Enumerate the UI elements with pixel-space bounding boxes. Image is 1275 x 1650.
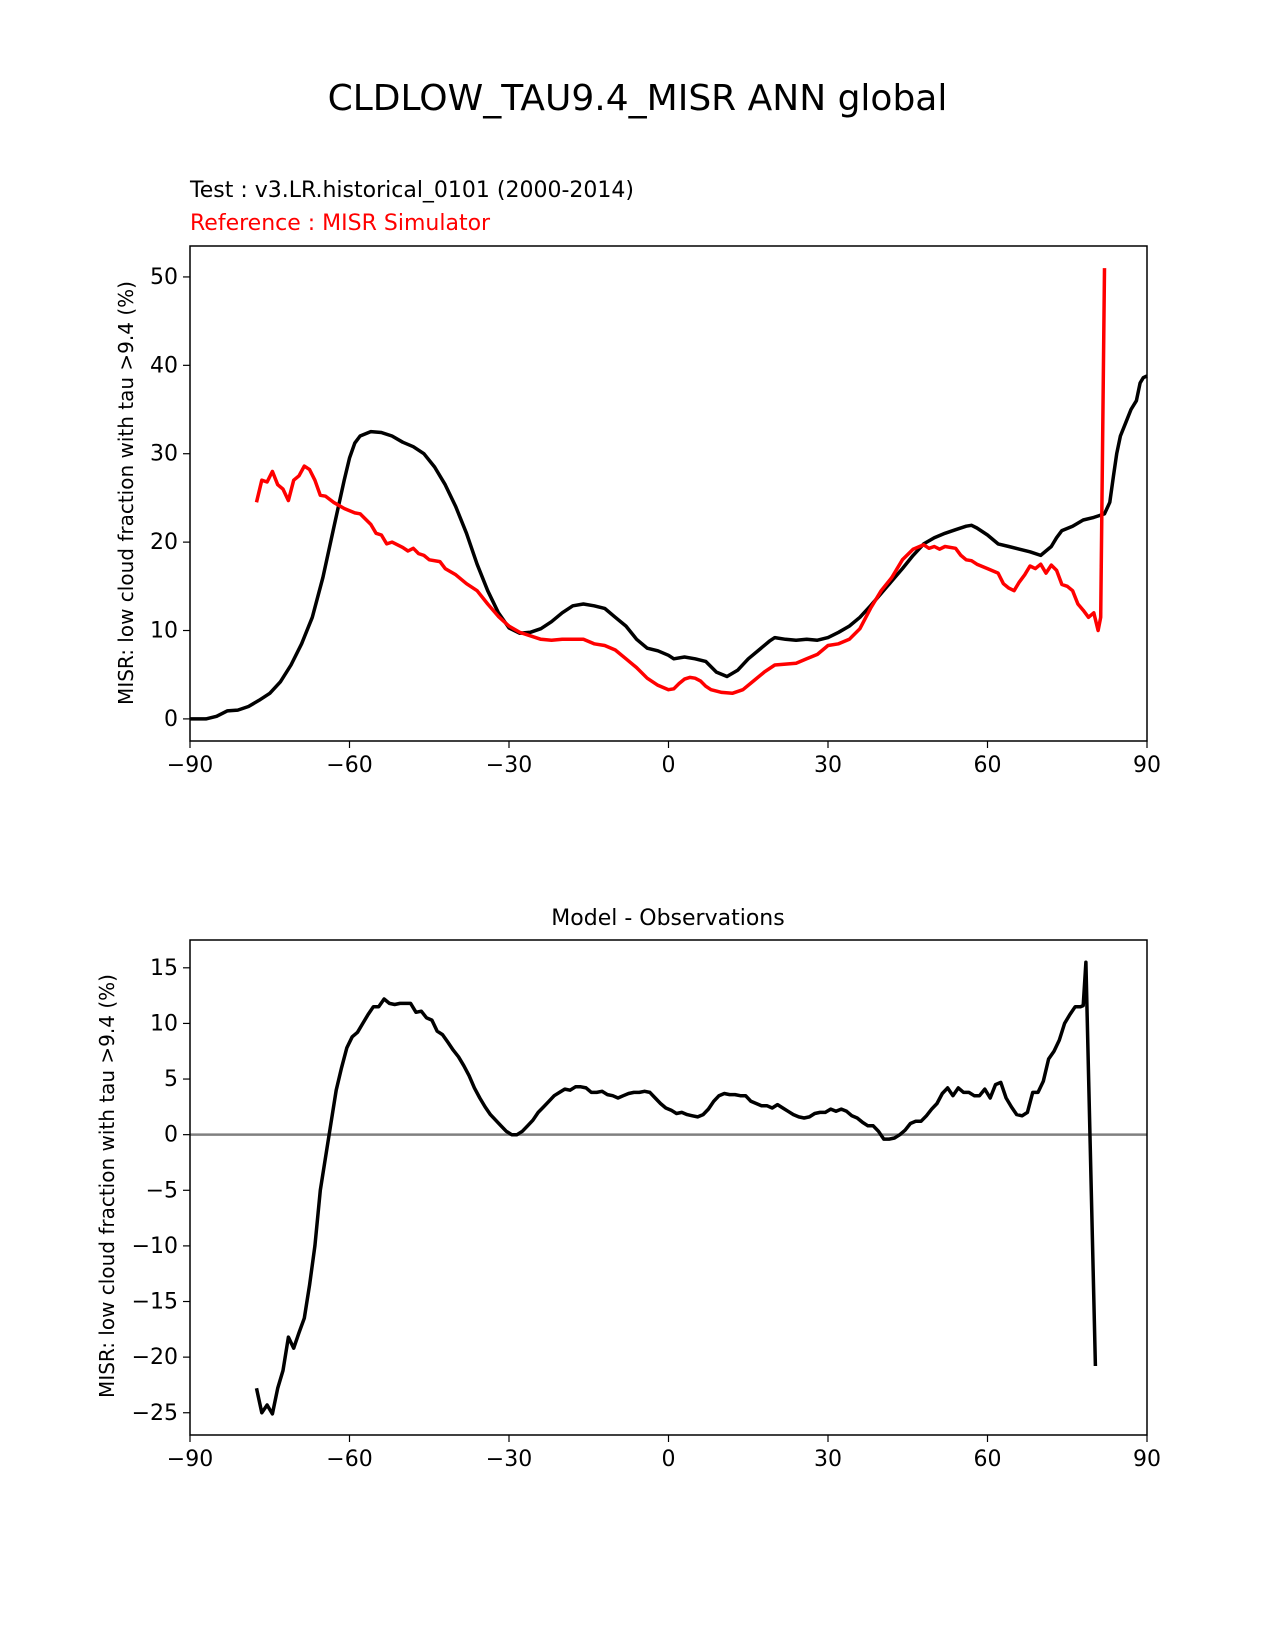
y-tick-label: 20	[150, 530, 178, 555]
bottom-plot-frame	[189, 939, 1148, 1436]
y-tick-label: −10	[132, 1234, 178, 1259]
x-tick-label: −30	[486, 753, 532, 778]
y-tick-label: −20	[132, 1345, 178, 1370]
bottom-plot-marks: −90 −60 −30 0 30 60 90 15 10 5 0 −5 −10 −15 −20 −25	[132, 956, 1161, 1472]
y-tick-label: 15	[150, 956, 178, 981]
bottom-panel-title: Model - Observations	[551, 906, 784, 931]
x-tick-label: −60	[326, 1447, 372, 1472]
reference-series-line	[254, 268, 1107, 696]
x-tick-label: 30	[814, 1447, 842, 1472]
test-label: Test : v3.LR.historical_0101 (2000-2014)	[189, 178, 634, 203]
x-tick-label: 30	[814, 753, 842, 778]
y-tick-label: 30	[150, 442, 178, 467]
y-tick-label: 50	[150, 265, 178, 290]
x-tick-label: 0	[662, 753, 676, 778]
top-plot-frame	[189, 245, 1148, 742]
y-tick-label: −5	[146, 1178, 178, 1203]
top-plot-marks: −90 −60 −30 0 30 60 90 0 10 20 30 40 50	[150, 265, 1161, 778]
reference-label: Reference : MISR Simulator	[190, 211, 491, 236]
x-tick-label: 90	[1133, 753, 1161, 778]
y-tick-label: 10	[150, 1011, 178, 1036]
y-tick-label: −15	[132, 1290, 178, 1315]
x-tick-label: −60	[326, 753, 372, 778]
y-tick-label: 0	[164, 707, 178, 732]
x-tick-label: −90	[167, 1447, 213, 1472]
bottom-y-axis-label: MISR: low cloud fraction with tau >9.4 (…	[95, 974, 119, 1398]
difference-series-line	[254, 960, 1098, 1416]
test-series-line	[190, 374, 1148, 721]
x-tick-label: −30	[486, 1447, 532, 1472]
y-tick-label: 40	[150, 353, 178, 378]
x-tick-label: 0	[662, 1447, 676, 1472]
y-tick-label: −25	[132, 1401, 178, 1426]
y-tick-label: 5	[164, 1067, 178, 1092]
bottom-panel: Model - Observations MISR: low cloud fra…	[95, 906, 1161, 1472]
x-tick-label: 60	[974, 753, 1002, 778]
y-tick-label: 0	[164, 1123, 178, 1148]
top-panel: Test : v3.LR.historical_0101 (2000-2014)…	[114, 178, 1161, 778]
x-tick-label: 90	[1133, 1447, 1161, 1472]
x-tick-label: 60	[974, 1447, 1002, 1472]
x-tick-label: −90	[167, 753, 213, 778]
y-tick-label: 10	[150, 619, 178, 644]
figure-title: CLDLOW_TAU9.4_MISR ANN global	[328, 78, 948, 119]
top-y-axis-label: MISR: low cloud fraction with tau >9.4 (…	[114, 281, 138, 705]
